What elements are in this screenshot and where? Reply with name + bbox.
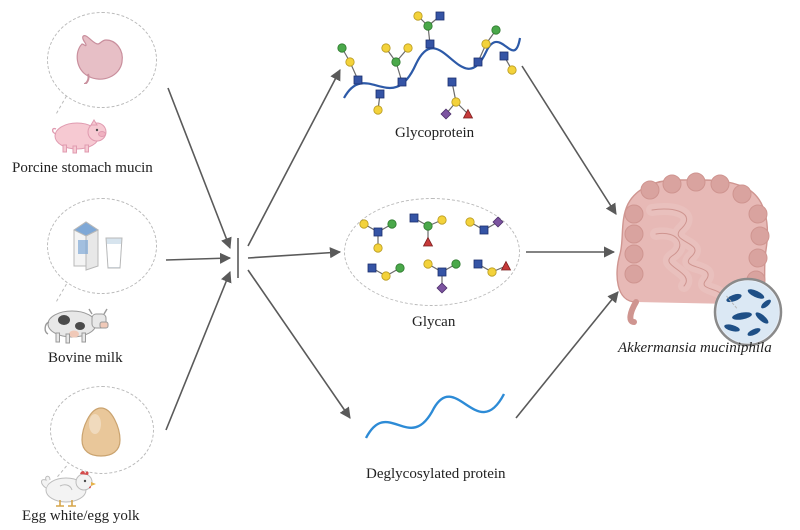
porcine-callout-line bbox=[56, 96, 67, 114]
egg-icon bbox=[80, 406, 122, 458]
glycoprotein-label: Glycoprotein bbox=[395, 125, 474, 142]
glycan-label: Glycan bbox=[412, 314, 455, 331]
egg-label: Egg white/egg yolk bbox=[22, 508, 139, 525]
deglyco-label: Deglycosylated protein bbox=[366, 466, 506, 483]
deglyco-protein-icon bbox=[360, 378, 510, 450]
glycan-icon bbox=[350, 204, 518, 300]
milk-carton-icon bbox=[70, 218, 126, 272]
akkermansia-label: Akkermansia muciniphila bbox=[618, 340, 772, 357]
pig-icon bbox=[45, 112, 111, 154]
cow-icon bbox=[38, 300, 112, 346]
porcine-label: Porcine stomach mucin bbox=[12, 160, 153, 177]
bovine-label: Bovine milk bbox=[48, 350, 123, 367]
chicken-icon bbox=[36, 464, 100, 508]
stomach-icon bbox=[72, 34, 130, 84]
glycoprotein-icon bbox=[336, 8, 522, 122]
bovine-callout-line bbox=[56, 284, 67, 302]
